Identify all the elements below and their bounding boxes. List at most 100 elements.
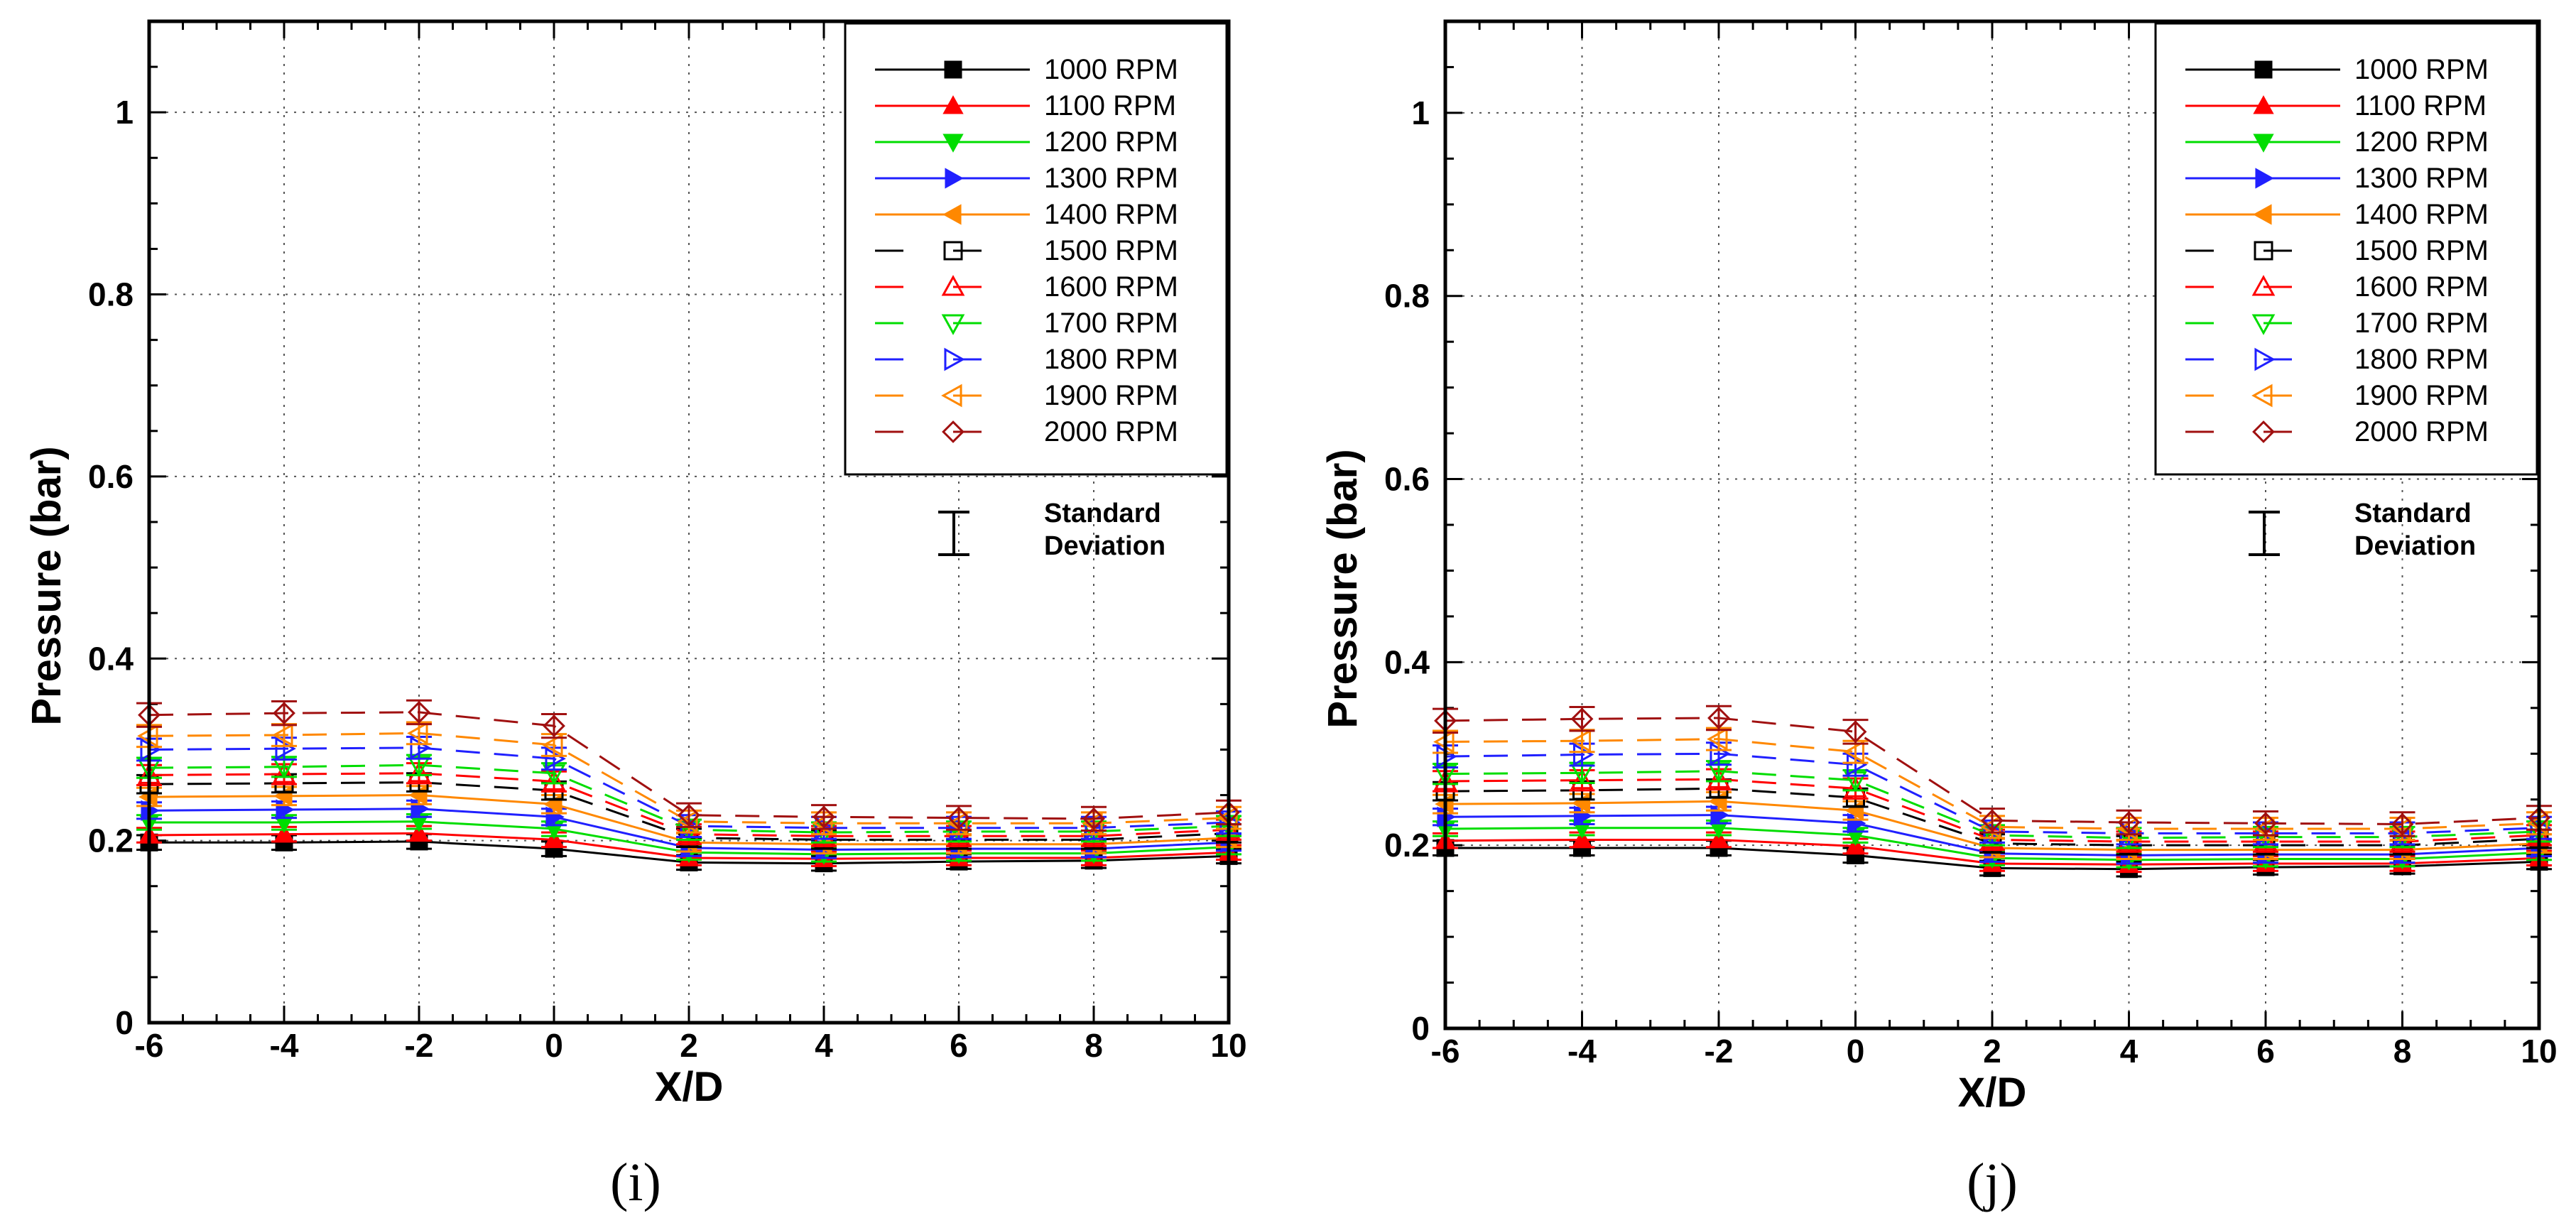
data-point xyxy=(272,762,296,783)
data-point xyxy=(1843,740,1865,764)
data-point xyxy=(1844,720,1867,744)
legend-label: 1400 RPM xyxy=(2354,199,2489,230)
x-tick-label: 0 xyxy=(1847,1033,1865,1070)
data-point xyxy=(1846,788,1865,808)
plot-frame xyxy=(147,19,1231,1025)
legend-marker xyxy=(941,314,965,335)
series-line xyxy=(1445,752,2540,834)
legend: 1000 RPM 1100 RPM 1200 RPM 1300 RPM 1400 RPM… xyxy=(2154,22,2538,476)
legend-label: 1300 RPM xyxy=(1044,163,1178,194)
data-point xyxy=(542,769,566,790)
x-tick-label: 4 xyxy=(2120,1033,2138,1070)
legend-label: 1100 RPM xyxy=(2354,90,2487,121)
x-tick-label: 6 xyxy=(2256,1033,2275,1070)
legend-label: 1000 RPM xyxy=(1044,54,1178,85)
data-point xyxy=(1708,829,1729,848)
x-tick-label: 10 xyxy=(1210,1027,1246,1064)
legend-label: 1900 RPM xyxy=(2354,380,2489,411)
plot-frame xyxy=(1443,19,2541,1031)
data-point xyxy=(947,806,970,830)
data-point xyxy=(1082,807,1105,830)
legend-marker xyxy=(944,347,965,371)
data-point xyxy=(2391,812,2414,836)
legend-label: 1600 RPM xyxy=(2354,271,2489,303)
legend-label: 1900 RPM xyxy=(1044,380,1178,411)
panel-label: (i) xyxy=(610,1153,661,1212)
legend-marker xyxy=(2254,60,2273,79)
y-tick-label: 0.8 xyxy=(88,276,134,313)
data-point xyxy=(272,723,293,747)
y-tick-label: 0.8 xyxy=(1384,278,1430,315)
x-tick-label: -6 xyxy=(135,1027,164,1064)
legend-label: 1500 RPM xyxy=(1044,235,1178,266)
legend-label: 1600 RPM xyxy=(1044,271,1178,303)
legend-label: 1400 RPM xyxy=(1044,199,1178,230)
x-axis-title: X/D xyxy=(1958,1070,2027,1116)
x-tick-label: 6 xyxy=(950,1027,968,1064)
legend-marker xyxy=(944,60,962,79)
data-point xyxy=(1707,767,1731,788)
data-point xyxy=(1981,809,2004,832)
x-tick-label: -2 xyxy=(1705,1033,1734,1070)
data-point xyxy=(1570,707,1594,731)
legend-marker xyxy=(2255,168,2274,189)
x-tick-label: 8 xyxy=(1085,1027,1103,1064)
grid xyxy=(149,21,1229,1023)
legend-label: 1800 RPM xyxy=(2354,344,2489,375)
legend-marker xyxy=(942,134,964,153)
y-tick-label: 0.2 xyxy=(1384,827,1430,864)
data-point xyxy=(1707,707,1730,729)
data-point xyxy=(678,803,700,827)
data-point xyxy=(1570,729,1592,753)
legend-box xyxy=(2154,22,2538,476)
y-axis-title: Pressure (bar) xyxy=(23,446,70,725)
std-dev-label: Deviation xyxy=(1044,531,1165,561)
data-point xyxy=(1435,781,1455,801)
data-point xyxy=(1570,768,1594,790)
x-tick-label: 0 xyxy=(545,1027,563,1064)
data-point xyxy=(813,805,835,829)
std-dev-label: Standard xyxy=(1044,499,1161,528)
legend-label: 2000 RPM xyxy=(1044,416,1178,447)
data-point xyxy=(273,823,295,843)
legend-label: 1000 RPM xyxy=(2354,54,2489,85)
data-point xyxy=(407,722,428,745)
legend-marker xyxy=(942,420,964,443)
legend-label: 1200 RPM xyxy=(1044,126,1178,158)
std-dev-label: Standard xyxy=(2354,499,2472,528)
legend-box xyxy=(844,22,1228,476)
legend-label: 1800 RPM xyxy=(1044,344,1178,375)
x-tick-label: 10 xyxy=(2521,1033,2557,1070)
data-point xyxy=(543,714,565,738)
legend-marker xyxy=(942,95,964,114)
legend-marker xyxy=(943,241,963,261)
series-line xyxy=(1445,738,2540,830)
data-point xyxy=(544,781,564,800)
legend-marker xyxy=(2254,347,2276,371)
x-tick-label: -4 xyxy=(270,1027,299,1064)
legend-marker xyxy=(941,384,962,408)
y-tick-label: 1 xyxy=(115,94,134,131)
legend-marker xyxy=(2254,241,2273,261)
data-point xyxy=(408,700,430,724)
legend-marker xyxy=(2253,95,2274,114)
panel-label: (j) xyxy=(1967,1153,2018,1212)
x-tick-label: -4 xyxy=(1567,1033,1597,1070)
legend-label: 1300 RPM xyxy=(2354,163,2489,194)
y-axis-title: Pressure (bar) xyxy=(1320,449,1366,728)
data-point xyxy=(408,822,430,842)
chart-panel-2: -6 -4 -2 0 2 4 6 8 10 0 0.2 0.4 0.6 0.8 1 1000 RPM 1100 … xyxy=(1320,19,2558,1212)
legend-label: 1700 RPM xyxy=(1044,308,1178,339)
y-tick-label: 0.6 xyxy=(88,458,134,495)
series-line xyxy=(148,711,1229,820)
data-point xyxy=(1571,829,1593,848)
legend-marker xyxy=(2251,314,2276,335)
x-tick-label: -2 xyxy=(405,1027,434,1064)
data-point xyxy=(273,702,295,725)
x-tick-label: 4 xyxy=(815,1027,833,1064)
legend-marker xyxy=(942,204,962,225)
series-2000-rpm xyxy=(136,699,1241,832)
y-tick-label: 0 xyxy=(115,1004,134,1041)
y-tick-label: 0.4 xyxy=(1384,643,1430,680)
